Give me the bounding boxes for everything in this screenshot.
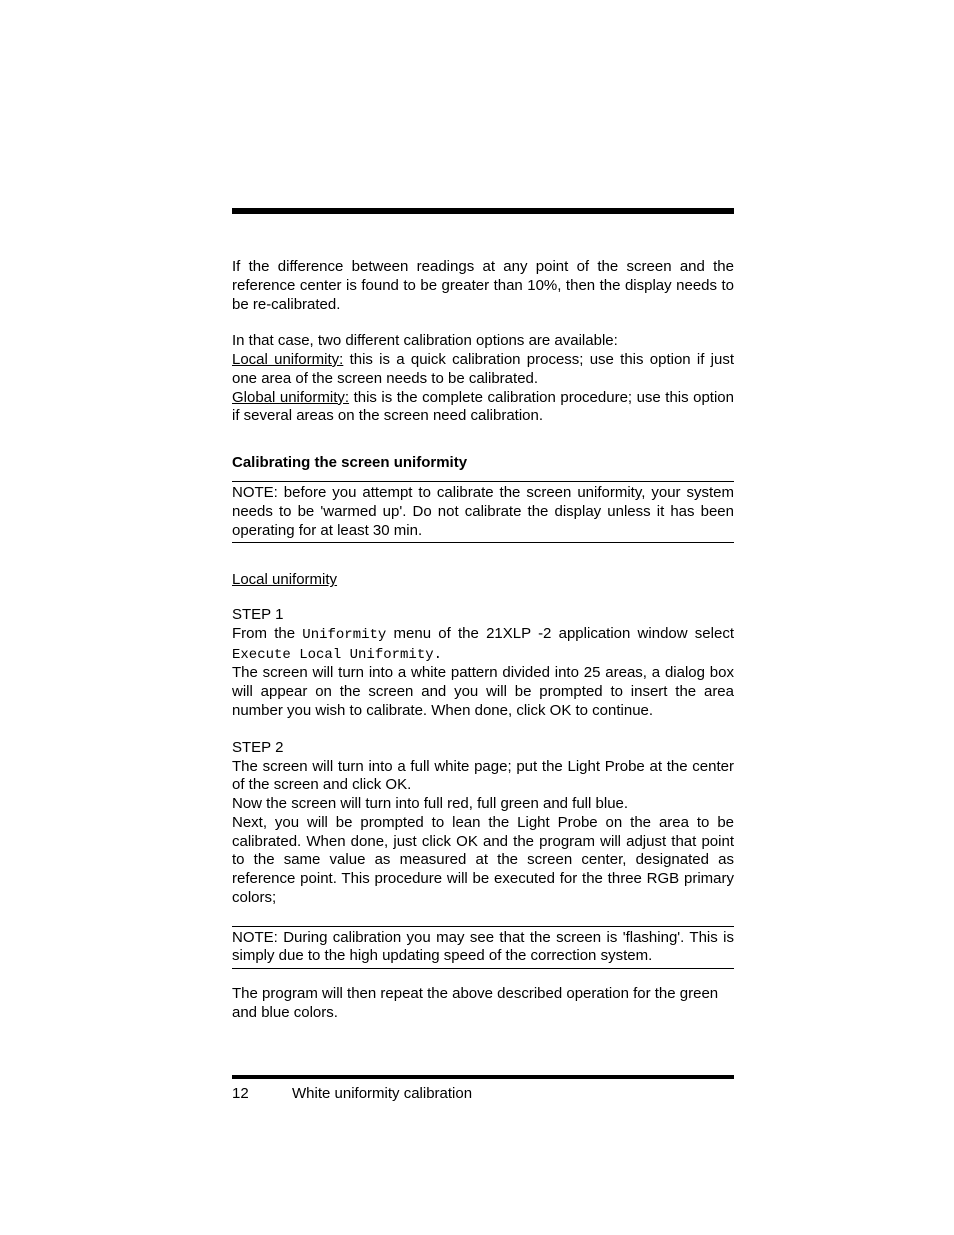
document-page: If the difference between readings at an… [0,0,954,1235]
step1-text-1: From the [232,625,302,642]
step-2-label: STEP 2 [232,739,734,756]
intro-lead: In that case, two different calibration … [232,332,618,349]
step1-body-text: The screen will turn into a white patter… [232,664,734,719]
step-1-body: From the Uniformity menu of the 21XLP -2… [232,625,734,720]
intro-paragraph-1: If the difference between readings at an… [232,258,734,314]
step-2-body: The screen will turn into a full white p… [232,758,734,908]
step1-mono-execute: Execute Local Uniformity. [232,647,442,663]
global-uniformity-label: Global uniformity: [232,389,349,406]
note-flashing: NOTE: During calibration you may see tha… [232,926,734,970]
page-number: 12 [232,1085,292,1102]
local-uniformity-label: Local uniformity: [232,351,343,368]
footer-rule [232,1075,734,1079]
page-footer: 12White uniformity calibration [232,1085,734,1102]
step1-text-2: menu of the 21XLP -2 application window … [386,625,734,642]
step-1-label: STEP 1 [232,606,734,623]
outro-paragraph: The program will then repeat the above d… [232,985,734,1023]
content-column: If the difference between readings at an… [232,208,734,1023]
footer-section-title: White uniformity calibration [292,1085,472,1102]
intro-paragraph-2: In that case, two different calibration … [232,332,734,426]
note-warmup: NOTE: before you attempt to calibrate th… [232,481,734,543]
subheading-local-uniformity: Local uniformity [232,571,734,588]
section-heading: Calibrating the screen uniformity [232,454,734,471]
step1-mono-uniformity: Uniformity [302,627,386,643]
top-rule [232,208,734,214]
